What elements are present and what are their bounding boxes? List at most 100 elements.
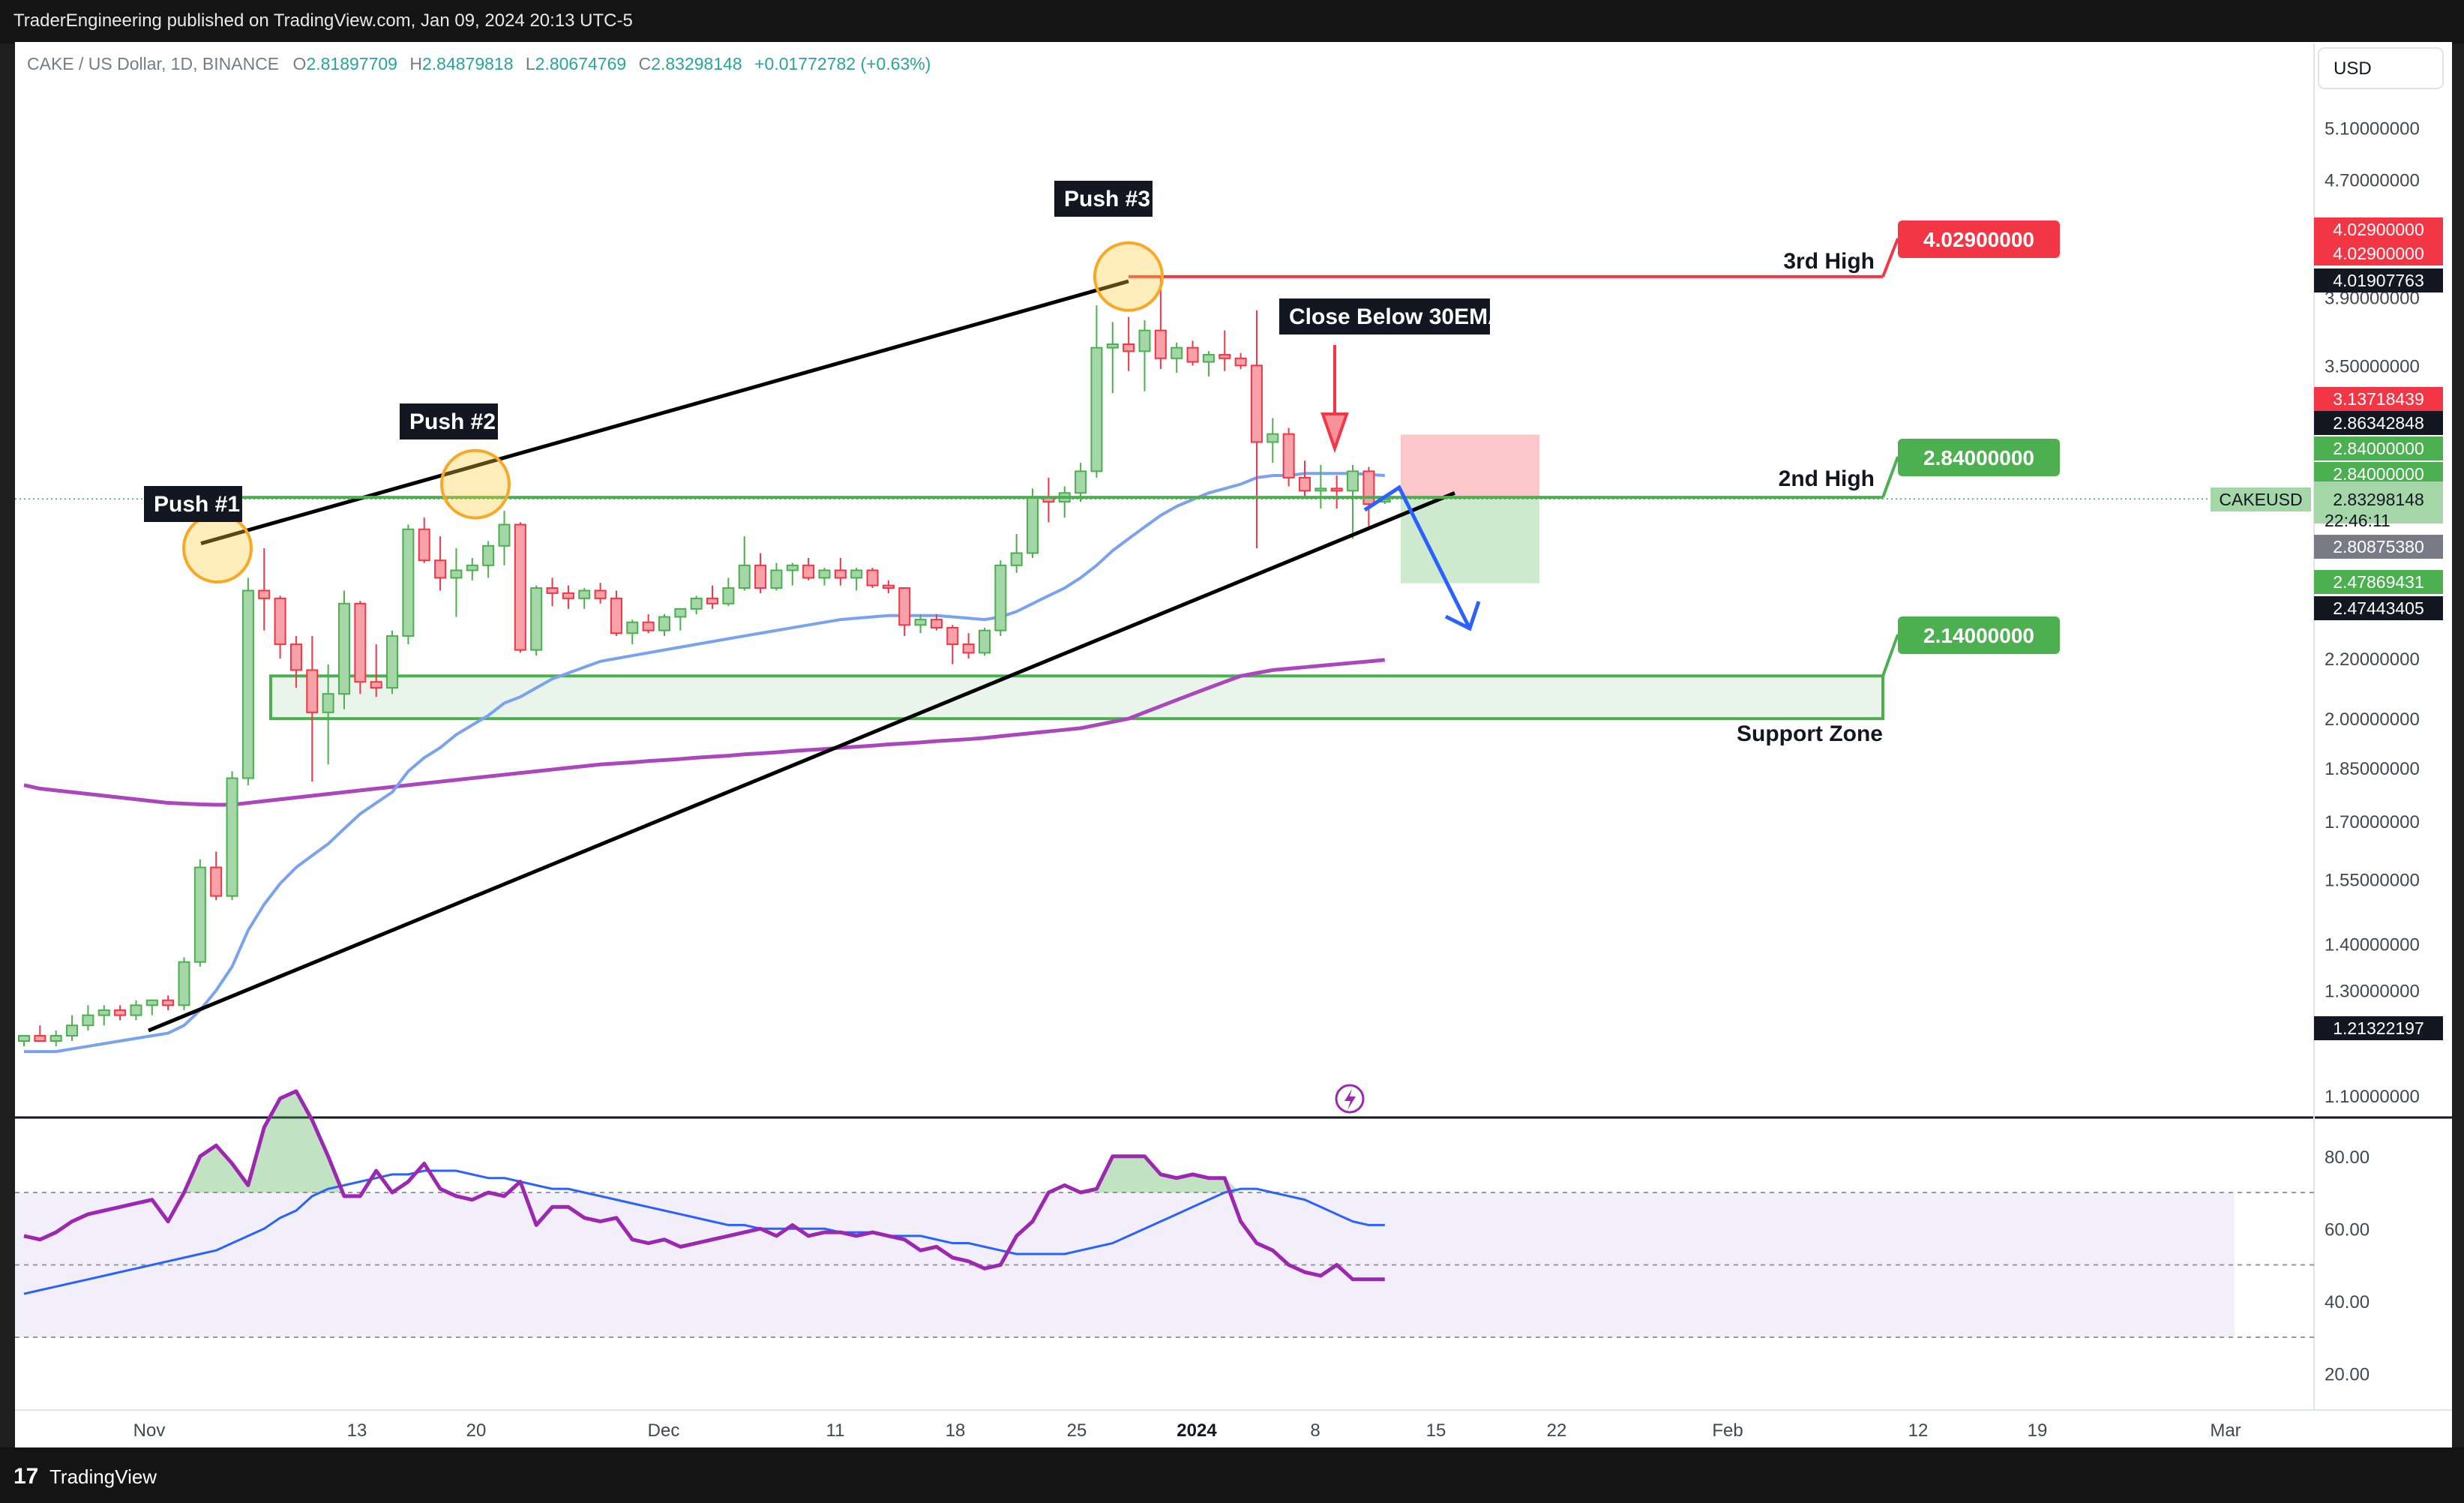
candle-body bbox=[562, 592, 574, 599]
y-tick-label: 4.70000000 bbox=[2325, 170, 2420, 190]
candle-body bbox=[1075, 470, 1087, 494]
candle-body bbox=[962, 644, 975, 654]
candle-body bbox=[514, 524, 526, 651]
candle-body bbox=[850, 569, 863, 579]
candle-body bbox=[818, 569, 831, 579]
down-arrow-icon bbox=[1320, 345, 1349, 454]
scale-price-text: 2.84000000 bbox=[2333, 439, 2424, 458]
level-price-text: 2.14000000 bbox=[1923, 624, 2034, 647]
scale-price-tag bbox=[2314, 436, 2443, 460]
close-below-ema-label-text: Close Below 30EMA bbox=[1289, 304, 1504, 329]
candle-body bbox=[1171, 346, 1183, 359]
rsi-tick-label: 80.00 bbox=[2325, 1148, 2370, 1168]
publisher-line: TraderEngineering published on TradingVi… bbox=[13, 10, 633, 31]
y-tick-label: 5.10000000 bbox=[2325, 119, 2420, 140]
push-2-label-bg bbox=[400, 404, 498, 440]
y-tick-label: 1.30000000 bbox=[2325, 982, 2420, 1002]
x-tick-label: Nov bbox=[133, 1420, 166, 1441]
candle-body bbox=[642, 621, 655, 632]
scale-price-tag bbox=[2314, 1016, 2443, 1040]
rsi-axis: 80.00 60.00 40.00 20.00 bbox=[15, 1148, 2370, 1384]
x-tick-label: 2024 bbox=[1177, 1420, 1217, 1441]
candle-body bbox=[979, 629, 991, 654]
x-tick-label: Mar bbox=[2210, 1420, 2241, 1441]
candle-body bbox=[274, 597, 286, 646]
legend-c-label: C bbox=[639, 54, 652, 74]
y-tick-label: 1.85000000 bbox=[2325, 759, 2420, 779]
rsi-tick-label: 20.00 bbox=[2325, 1364, 2370, 1384]
candle-body bbox=[594, 590, 607, 599]
scale-price-text: 2.47443405 bbox=[2333, 598, 2424, 618]
candle-body bbox=[914, 619, 927, 626]
candle-body bbox=[882, 584, 895, 590]
push-1-label-text: Push #1 bbox=[154, 492, 240, 517]
legend-l-value: 2.80674769 bbox=[535, 54, 627, 74]
candle-body bbox=[866, 569, 879, 586]
brand-name: TradingView bbox=[49, 1466, 157, 1488]
candle-body bbox=[1123, 343, 1135, 352]
lightning-icon[interactable] bbox=[1335, 1084, 1365, 1114]
candle-body bbox=[754, 564, 767, 590]
candle-body bbox=[226, 777, 238, 897]
rsi-tick-label: 60.00 bbox=[2325, 1220, 2370, 1240]
candle-body bbox=[626, 621, 639, 634]
candles bbox=[18, 276, 1391, 1047]
moving-averages bbox=[23, 472, 1385, 1054]
currency-button-label: USD bbox=[2334, 58, 2372, 79]
candle-body bbox=[97, 1009, 110, 1016]
x-tick-label: Feb bbox=[1712, 1420, 1743, 1441]
candle-body bbox=[1362, 470, 1375, 506]
ema200-line bbox=[23, 658, 1385, 807]
drawings: Push #1 Push #2 Push #3 Close Below 30EMA 3r… bbox=[144, 181, 2060, 1033]
rsi-overbought-fill bbox=[184, 1090, 361, 1192]
level-price-tag bbox=[1898, 616, 2060, 654]
level-price-text: 2.84000000 bbox=[1923, 446, 2034, 470]
candle-body bbox=[466, 564, 478, 572]
candle-body bbox=[82, 1014, 94, 1027]
candle-body bbox=[1347, 470, 1359, 492]
candle-body bbox=[434, 560, 447, 579]
candle-body bbox=[1314, 488, 1327, 492]
legend-c-value: 2.83298148 bbox=[651, 54, 742, 74]
candle-body bbox=[306, 669, 319, 713]
candle-body bbox=[1010, 552, 1023, 566]
level-price-text: 4.02900000 bbox=[1923, 228, 2034, 251]
currency-button[interactable]: USD bbox=[2318, 47, 2444, 89]
candle-body bbox=[178, 961, 190, 1006]
candle-body bbox=[145, 999, 158, 1006]
drawing-zones bbox=[15, 434, 2314, 721]
scale-price-tag bbox=[2314, 535, 2443, 559]
take-profit-box bbox=[1401, 499, 1539, 584]
candle-body bbox=[738, 564, 751, 590]
y-tick-label: 1.55000000 bbox=[2325, 871, 2420, 891]
candle-body bbox=[1138, 329, 1151, 352]
close-below-ema-label: Close Below 30EMA bbox=[1279, 298, 1504, 334]
candle-body bbox=[1250, 364, 1263, 443]
candle-body bbox=[1219, 354, 1231, 359]
scale-price-text: 3.13718439 bbox=[2333, 389, 2424, 409]
level-price-tag bbox=[1898, 439, 2060, 476]
scale-price-text: 2.83298148 bbox=[2333, 490, 2424, 509]
scale-price-text: 2.47869431 bbox=[2333, 572, 2424, 592]
candle-body bbox=[1186, 346, 1199, 363]
symbol-tag-text: CAKEUSD bbox=[2219, 490, 2302, 509]
candle-body bbox=[1266, 433, 1279, 443]
x-tick-label: 13 bbox=[347, 1420, 367, 1441]
candle-body bbox=[1202, 354, 1215, 363]
candle-body bbox=[114, 1009, 127, 1016]
legend-change: +0.01772782 (+0.63%) bbox=[754, 54, 931, 74]
x-tick-label: 25 bbox=[1067, 1420, 1087, 1441]
level-name: 2nd High bbox=[1779, 466, 1875, 491]
level-connector bbox=[1881, 456, 1899, 498]
time-axis[interactable]: Nov 13 20 Dec 11 18 25 2024 8 15 22 Feb 12 19 Mar bbox=[133, 1420, 2241, 1441]
push-3-label: Push #3 bbox=[1054, 181, 1153, 217]
candle-body bbox=[289, 644, 302, 671]
legend-line: CAKE / US Dollar, 1D, BINANCE O2.8189770… bbox=[27, 54, 931, 74]
lower-trendline bbox=[148, 490, 1455, 1033]
candle-body bbox=[898, 587, 911, 626]
price-axis[interactable]: 5.100000004.700000003.900000003.50000000… bbox=[2325, 119, 2420, 1108]
scale-price-text: 4.02900000 bbox=[2333, 220, 2424, 239]
candle-body bbox=[1299, 476, 1311, 492]
x-tick-label: 22 bbox=[1547, 1420, 1567, 1441]
